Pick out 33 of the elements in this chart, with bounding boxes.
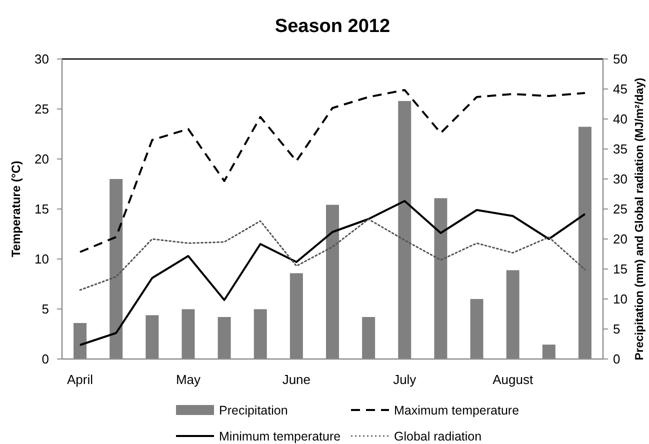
x-tick-label: June bbox=[282, 372, 311, 387]
y-tick-label: 5 bbox=[42, 302, 49, 316]
line-series bbox=[79, 200, 586, 346]
y2-tick-label: 5 bbox=[613, 322, 620, 336]
legend-label: Minimum temperature bbox=[219, 430, 341, 444]
x-tick-label: April bbox=[67, 372, 94, 387]
y-axis-title: Temperature (°C) bbox=[9, 160, 23, 258]
y2-tick-label: 0 bbox=[613, 352, 620, 366]
chart-title: Season 2012 bbox=[274, 16, 390, 37]
y2-tick-label: 25 bbox=[613, 202, 628, 216]
y2-tick-label: 40 bbox=[613, 112, 628, 126]
y-tick-label: 25 bbox=[34, 102, 49, 116]
y2-tick-label: 45 bbox=[613, 82, 628, 96]
legend-label: Precipitation bbox=[219, 404, 288, 418]
y2-tick-label: 20 bbox=[613, 232, 628, 246]
y2-tick-label: 15 bbox=[613, 262, 628, 276]
line-series bbox=[79, 89, 586, 253]
y-tick-label: 20 bbox=[34, 152, 49, 166]
y-tick-label: 0 bbox=[42, 352, 49, 366]
y2-tick-label: 50 bbox=[613, 52, 628, 66]
x-tick-label: July bbox=[393, 372, 417, 387]
y-tick-label: 15 bbox=[34, 202, 49, 216]
y2-tick-label: 30 bbox=[613, 172, 628, 186]
x-tick-label: August bbox=[492, 372, 534, 387]
legend-label: Maximum temperature bbox=[394, 404, 520, 418]
y-tick-label: 10 bbox=[34, 252, 49, 266]
legend-label: Global radiation bbox=[394, 430, 482, 444]
y-tick-label: 30 bbox=[34, 52, 49, 66]
line-series bbox=[79, 218, 586, 291]
y2-axis-title: Precipitation (mm) and Global radiation (MJ/m²/day) bbox=[634, 78, 646, 360]
y2-tick-label: 10 bbox=[613, 292, 628, 306]
x-tick-label: May bbox=[176, 372, 202, 387]
y2-tick-label: 35 bbox=[613, 142, 628, 156]
